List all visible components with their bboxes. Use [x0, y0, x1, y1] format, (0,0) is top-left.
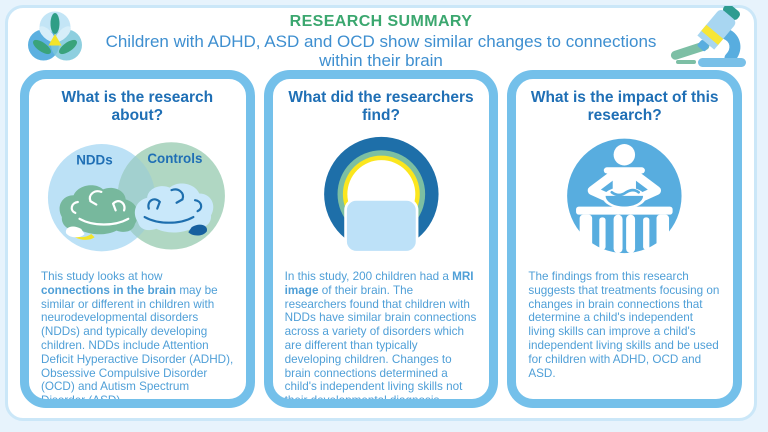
body-bold-phrase: MRI image	[284, 270, 474, 297]
card-title: What is the research about?	[61, 89, 214, 124]
body-text-after: may be similar or different in children …	[41, 283, 234, 408]
body-bold-phrase: connections in the brain	[41, 283, 177, 297]
infographic-frame: RESEARCH SUMMARY Children with ADHD, ASD…	[5, 5, 757, 421]
child-at-table-icon	[526, 128, 723, 262]
card-research-impact: What is the impact of this research?	[507, 70, 743, 408]
cards-row: What is the research about?	[20, 70, 743, 408]
body-text-before: This study looks at how	[41, 270, 163, 283]
microscope-icon	[670, 6, 746, 67]
venn-flower-logo-icon	[28, 11, 82, 61]
header: RESEARCH SUMMARY Children with ADHD, ASD…	[8, 6, 754, 70]
card-researchers-find: What did the researchers find? In this s…	[263, 70, 499, 408]
card-title: What is the impact of this research?	[530, 89, 719, 124]
body-text-after: of their brain. The researchers found th…	[284, 283, 477, 408]
header-titles: RESEARCH SUMMARY Children with ADHD, ASD…	[78, 13, 684, 70]
subtitle-line-2: within their brain	[319, 51, 443, 71]
card-research-about: What is the research about?	[20, 70, 255, 408]
card-title: What did the researchers find?	[288, 89, 474, 124]
mri-scanner-icon	[283, 128, 480, 262]
venn-left-label: NDDs	[76, 153, 112, 168]
page-title: RESEARCH SUMMARY	[289, 13, 473, 30]
subtitle-line-1: Children with ADHD, ASD and OCD show sim…	[105, 32, 657, 51]
venn-diagram-brains-icon: NDDs Controls	[39, 128, 236, 262]
body-text-before: In this study, 200 children had a	[284, 270, 453, 283]
body-text-before: The findings from this research suggests…	[528, 270, 720, 380]
venn-right-label: Controls	[147, 151, 202, 166]
card-body-text: In this study, 200 children had a MRI im…	[284, 270, 478, 408]
card-body-text: The findings from this research suggests…	[528, 270, 721, 380]
card-body-text: This study looks at how connections in t…	[41, 270, 234, 408]
page-subtitle: Children with ADHD, ASD and OCD show sim…	[78, 32, 684, 70]
